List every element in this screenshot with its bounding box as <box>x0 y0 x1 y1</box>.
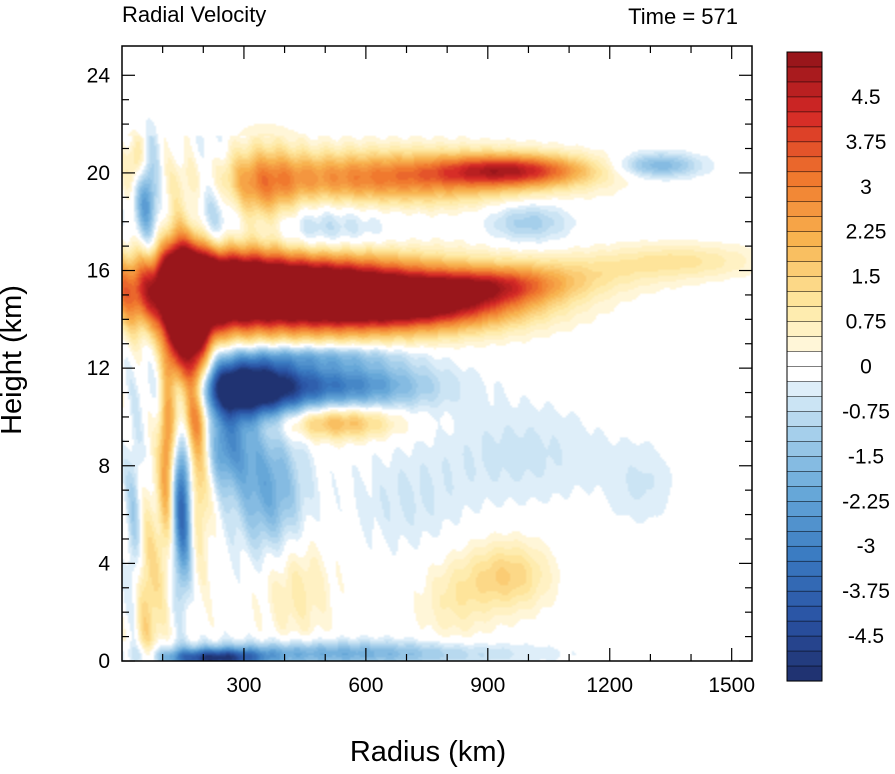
colorbar-band <box>786 246 823 263</box>
x-tick-label: 900 <box>470 674 505 697</box>
colorbar-band <box>786 665 823 682</box>
x-tick-label: 600 <box>348 674 383 697</box>
colorbar-band <box>786 96 823 113</box>
colorbar-band <box>786 426 823 442</box>
y-tick-label: 24 <box>87 64 111 87</box>
y-tick-label: 8 <box>98 455 110 478</box>
colorbar-band <box>786 471 823 487</box>
colorbar-band <box>786 456 823 472</box>
colorbar-band <box>786 216 823 233</box>
colorbar-band <box>786 396 823 412</box>
colorbar-band <box>786 590 823 607</box>
y-axis-title: Height (km) <box>0 285 28 435</box>
colorbar-label: 3 <box>860 176 872 199</box>
colorbar-band <box>786 201 823 218</box>
colorbar-band <box>786 231 823 248</box>
y-tick-label: 20 <box>87 162 110 185</box>
y-axis-ticks: 0 4 8 12 16 20 24 <box>87 64 752 673</box>
colorbar-band <box>786 291 823 308</box>
colorbar-band <box>786 441 823 457</box>
colorbar-band <box>786 306 823 323</box>
colorbar-band <box>786 366 823 383</box>
colorbar-band <box>786 261 823 278</box>
colorbar-band <box>786 66 823 83</box>
colorbar-band <box>786 141 823 158</box>
colorbar-band <box>786 156 823 173</box>
plot-area <box>122 46 752 661</box>
colorbar-label: -0.75 <box>842 400 890 423</box>
colorbar-label: 4.5 <box>851 86 880 109</box>
colorbar-band <box>786 51 823 68</box>
colorbar-band <box>786 530 823 547</box>
time-label: Time = 571 <box>628 4 738 29</box>
x-axis-ticks: 300 600 900 1200 1500 <box>162 46 755 697</box>
chart-title: Radial Velocity <box>122 2 266 27</box>
colorbar-band <box>786 381 823 398</box>
colorbar-band <box>786 126 823 143</box>
colorbar-label: 1.5 <box>851 266 880 289</box>
colorbar-label: -3 <box>857 535 876 558</box>
colorbar-label: 3.75 <box>846 131 887 154</box>
x-tick-label: 300 <box>226 674 261 697</box>
colorbar-band <box>786 545 823 562</box>
colorbar-label: -4.5 <box>848 625 884 648</box>
colorbar: 4.5 3.75 3 2.25 1.5 0.75 0 -0.75 -1.5 -2.25 -3 -3.7… <box>786 51 890 682</box>
colorbar-band <box>786 171 823 188</box>
colorbar-band <box>786 81 823 98</box>
colorbar-band <box>786 111 823 128</box>
colorbar-label: -3.75 <box>842 580 890 603</box>
colorbar-band <box>786 605 823 622</box>
y-tick-label: 0 <box>98 650 110 673</box>
colorbar-band <box>786 620 823 637</box>
colorbar-band <box>786 186 823 203</box>
x-tick-label: 1200 <box>586 674 633 697</box>
y-tick-label: 4 <box>98 552 110 575</box>
colorbar-band <box>786 321 823 338</box>
colorbar-band <box>786 560 823 577</box>
colorbar-band <box>786 351 823 368</box>
colorbar-band <box>786 276 823 293</box>
x-axis-title: Radius (km) <box>350 736 506 768</box>
colorbar-band <box>786 575 823 592</box>
plot-frame <box>121 45 753 662</box>
colorbar-band <box>786 516 823 532</box>
colorbar-band <box>786 635 823 652</box>
colorbar-label: 0 <box>860 356 872 379</box>
colorbar-label: -1.5 <box>848 445 884 468</box>
colorbar-label: 0.75 <box>846 311 887 334</box>
colorbar-band <box>786 411 823 427</box>
colorbar-label: -2.25 <box>842 490 890 513</box>
colorbar-band <box>786 336 823 353</box>
y-tick-label: 12 <box>87 357 110 380</box>
colorbar-frame <box>786 51 823 682</box>
x-tick-label: 1500 <box>708 674 755 697</box>
colorbar-band <box>786 486 823 502</box>
colorbar-label: 2.25 <box>846 221 887 244</box>
colorbar-band <box>786 650 823 667</box>
colorbar-band <box>786 501 823 517</box>
radial-velocity-heatmap <box>122 46 752 661</box>
y-tick-label: 16 <box>87 260 110 283</box>
